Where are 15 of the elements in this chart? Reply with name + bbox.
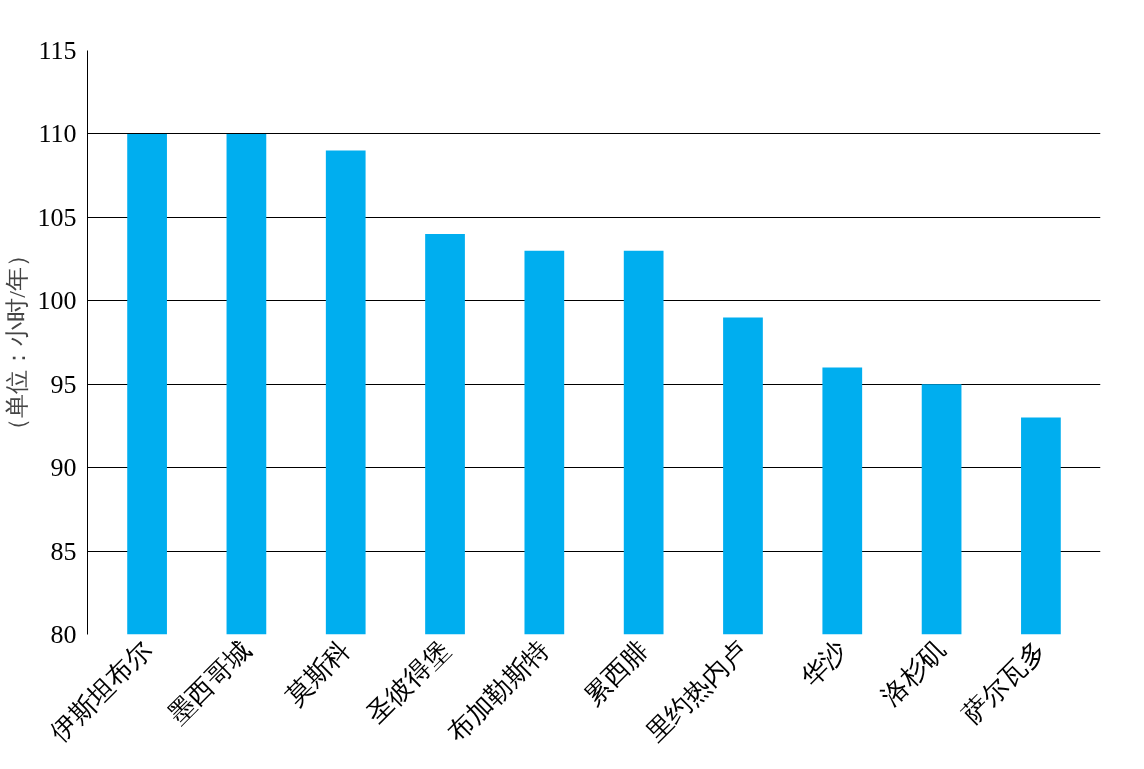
y-tick-label: 110 <box>38 119 77 149</box>
y-tick-label: 115 <box>38 36 77 65</box>
x-tick-label: 莫斯科 <box>280 635 356 711</box>
x-tick-label: 累西腓 <box>578 635 654 711</box>
x-tick-label: 华沙 <box>795 635 853 693</box>
x-tick-label: 墨西哥城 <box>162 635 257 730</box>
y-tick-label: 90 <box>50 453 77 483</box>
y-tick-label: 80 <box>50 620 77 649</box>
y-tick-label: 100 <box>37 286 77 316</box>
y-tick-label: 105 <box>37 202 77 232</box>
x-tick-label: 萨尔瓦多 <box>957 635 1052 730</box>
y-tick-label: 85 <box>50 536 77 566</box>
y-tick-label: 95 <box>50 369 77 399</box>
x-tick-label: 洛杉矶 <box>876 635 952 711</box>
y-axis-title: （单位：小时/年） <box>3 243 30 442</box>
